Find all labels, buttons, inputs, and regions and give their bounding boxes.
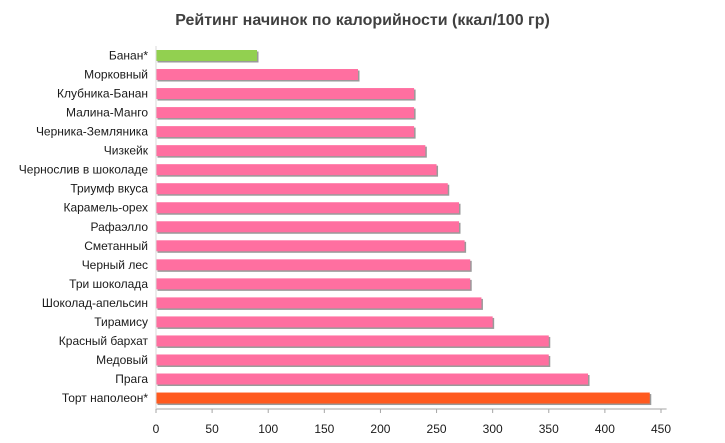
x-tick-label: 250 [427, 422, 447, 436]
category-label: Триумф вкуса [70, 182, 148, 196]
x-tick-label: 450 [651, 422, 671, 436]
category-label: Медовый [96, 353, 148, 367]
category-label: Чизкейк [104, 144, 149, 158]
category-label: Шоколад-апельсин [42, 296, 148, 310]
chart-title: Рейтинг начинок по калорийности (ккал/10… [175, 12, 550, 29]
category-label: Малина-Манго [66, 106, 148, 120]
bar [156, 373, 589, 385]
bar [156, 259, 471, 271]
category-label: Черника-Земляника [36, 125, 148, 139]
x-axis: 0 50 100 150 200 250 300 350 400 450 [153, 45, 671, 436]
x-tick-label: 150 [314, 422, 334, 436]
x-tick-label: 200 [370, 422, 390, 436]
x-tick-label: 0 [153, 422, 160, 436]
x-tick-label: 350 [539, 422, 559, 436]
category-label: Клубника-Банан [57, 87, 148, 101]
bar [156, 240, 465, 252]
category-label: Торт наполеон* [62, 391, 148, 405]
category-label: Тирамису [94, 315, 148, 329]
bars-group [156, 50, 652, 406]
bar [156, 164, 437, 176]
category-label: Чернослив в шоколаде [19, 163, 149, 177]
category-label: Морковный [84, 68, 148, 82]
bar [156, 183, 448, 195]
category-label: Три шоколада [69, 277, 148, 291]
category-label: Сметанный [84, 239, 148, 253]
category-label: Банан* [109, 49, 148, 63]
bar [156, 107, 415, 119]
bar [156, 316, 493, 328]
bar [156, 88, 415, 100]
bar [156, 69, 358, 81]
bar [156, 278, 471, 290]
bar [156, 145, 426, 157]
category-labels: Банан* Морковный Клубника-Банан Малина-Манг… [19, 49, 149, 406]
bar [156, 335, 549, 347]
bar [156, 354, 549, 366]
x-tick-label: 300 [483, 422, 503, 436]
bar [156, 126, 415, 138]
bar [156, 392, 650, 404]
x-tick-label: 400 [595, 422, 615, 436]
category-label: Красный бархат [59, 334, 149, 348]
bar [156, 221, 459, 233]
bar [156, 50, 257, 61]
category-label: Карамель-орех [63, 201, 148, 215]
category-label: Прага [115, 372, 148, 386]
category-label: Рафаэлло [91, 220, 149, 234]
category-label: Черный лес [82, 258, 148, 272]
bar [156, 202, 459, 214]
bar [156, 297, 482, 309]
x-tick-label: 100 [258, 422, 278, 436]
x-tick-label: 50 [205, 422, 219, 436]
